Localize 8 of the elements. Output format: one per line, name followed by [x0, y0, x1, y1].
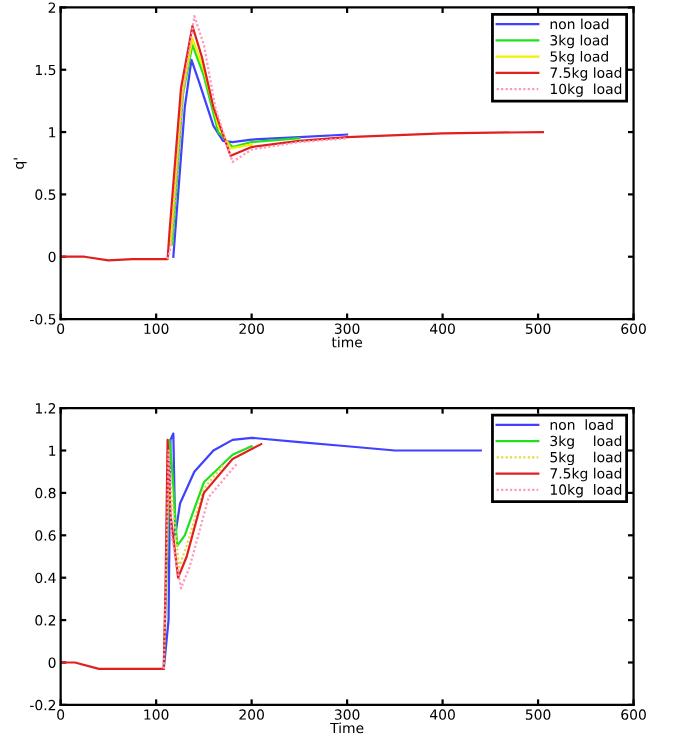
line-series	[171, 43, 301, 246]
line-series	[169, 37, 253, 246]
line-series	[172, 58, 349, 258]
line-series	[60, 25, 544, 262]
line-series	[166, 15, 349, 261]
line-series	[165, 449, 225, 569]
line-series	[60, 438, 263, 670]
line-series	[162, 449, 239, 670]
